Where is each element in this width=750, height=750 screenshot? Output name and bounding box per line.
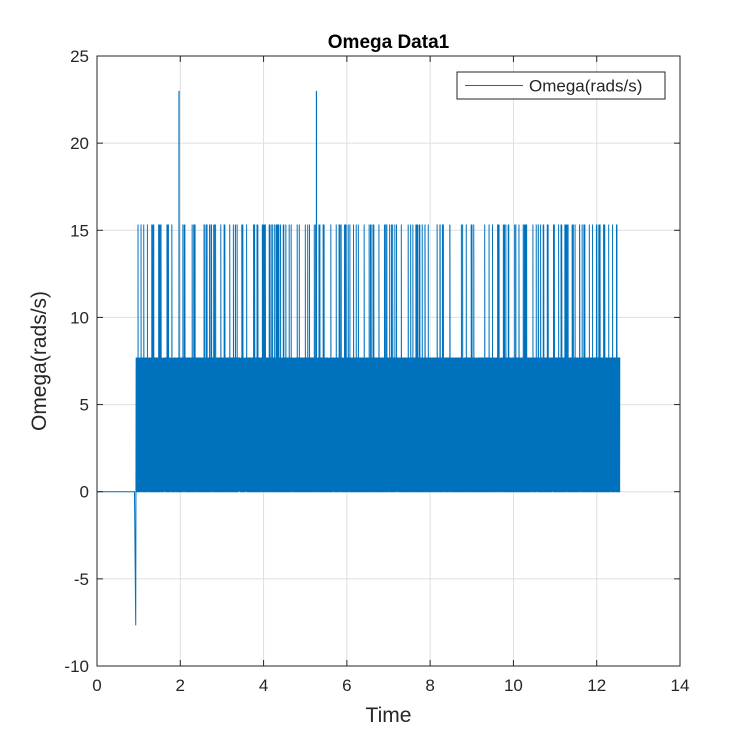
y-tick-label: 20 [70,134,89,153]
x-axis-label: Time [366,704,412,727]
series-line-omega [97,224,621,626]
y-tick-label: 10 [70,308,89,327]
y-tick-label: 15 [70,221,89,240]
x-tick-label: 4 [259,676,268,695]
y-tick-label: 25 [70,47,89,66]
x-tick-label: 0 [92,676,101,695]
x-tick-label: 2 [176,676,185,695]
x-tick-label: 6 [342,676,351,695]
y-tick-label: 0 [80,483,89,502]
plot-border [96,55,681,667]
y-tick-label: -5 [74,570,89,589]
chart-title: Omega Data1 [328,32,450,53]
y-tick-label: 5 [80,396,89,415]
axis-ticks: 0 2 4 6 8 10 12 14 -10 -5 0 5 10 15 20 25 [64,47,689,695]
series-omega [97,90,621,626]
legend: Omega(rads/s) [456,71,666,100]
x-tick-label: 12 [587,676,606,695]
legend-entry-omega: Omega(rads/s) [529,77,642,96]
x-tick-label: 14 [671,676,690,695]
y-tick-label: -10 [64,657,89,676]
x-tick-label: 8 [425,676,434,695]
x-tick-label: 10 [504,676,523,695]
y-axis-label: Omega(rads/s) [28,291,51,431]
